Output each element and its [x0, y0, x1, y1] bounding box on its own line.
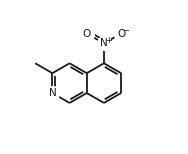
Text: +: + — [105, 36, 112, 45]
Text: N: N — [49, 88, 56, 98]
Text: −: − — [122, 26, 129, 35]
Text: N: N — [100, 38, 108, 48]
Text: O: O — [83, 28, 91, 38]
Text: O: O — [117, 28, 125, 38]
